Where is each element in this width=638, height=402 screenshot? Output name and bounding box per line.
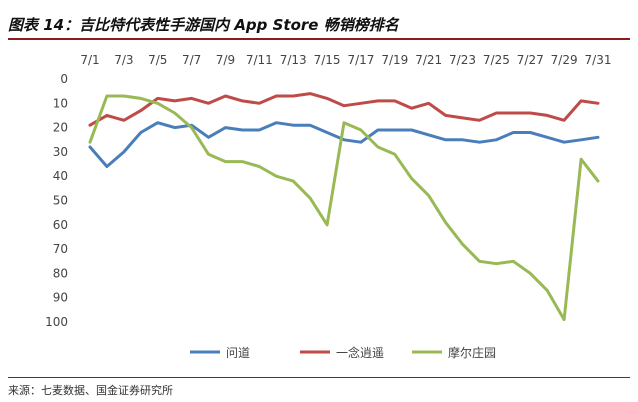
- y-tick-label: 50: [53, 194, 68, 208]
- y-tick-label: 20: [53, 121, 68, 135]
- x-tick-label: 7/31: [585, 53, 612, 67]
- x-tick-label: 7/27: [517, 53, 544, 67]
- legend-label: 摩尔庄园: [448, 345, 496, 360]
- y-tick-label: 60: [53, 218, 68, 232]
- x-tick-label: 7/29: [551, 53, 578, 67]
- x-tick-label: 7/1: [80, 53, 99, 67]
- y-tick-label: 80: [53, 266, 68, 280]
- series-line-0: [88, 121, 600, 168]
- y-tick-label: 40: [53, 169, 68, 183]
- y-tick-label: 70: [53, 242, 68, 256]
- series-line-1: [88, 92, 600, 127]
- y-tick-label: 10: [53, 96, 68, 110]
- x-tick-label: 7/11: [246, 53, 273, 67]
- series-line-2: [88, 94, 600, 322]
- x-tick-label: 7/19: [381, 53, 408, 67]
- x-tick-label: 7/21: [415, 53, 442, 67]
- title-rule: [8, 38, 630, 40]
- source-note: 来源：七麦数据、国金证券研究所: [8, 384, 173, 397]
- x-tick-label: 7/23: [449, 53, 476, 67]
- y-tick-label: 90: [53, 291, 68, 305]
- chart-series: [88, 92, 600, 322]
- x-tick-label: 7/7: [182, 53, 201, 67]
- source-rule: [8, 377, 630, 378]
- y-tick-label: 0: [60, 72, 68, 86]
- chart-legend: 问道 一念逍遥 摩尔庄园: [190, 345, 496, 360]
- x-tick-label: 7/15: [314, 53, 341, 67]
- x-tick-label: 7/3: [114, 53, 133, 67]
- chart-axes: 0 10 20 30 40 50 60 70 80 90 100 7/1 7/3 7/5 7/7 7/9 7/1…: [45, 53, 611, 329]
- x-tick-label: 7/13: [280, 53, 307, 67]
- x-tick-label: 7/5: [148, 53, 167, 67]
- x-tick-label: 7/25: [483, 53, 510, 67]
- legend-label: 问道: [226, 346, 250, 360]
- x-tick-label: 7/17: [347, 53, 374, 67]
- legend-label: 一念逍遥: [336, 345, 384, 360]
- y-tick-label: 100: [45, 315, 68, 329]
- chart-title: 图表 14：吉比特代表性手游国内 App Store 畅销榜排名: [8, 16, 399, 34]
- y-tick-label: 30: [53, 145, 68, 159]
- x-tick-label: 7/9: [216, 53, 235, 67]
